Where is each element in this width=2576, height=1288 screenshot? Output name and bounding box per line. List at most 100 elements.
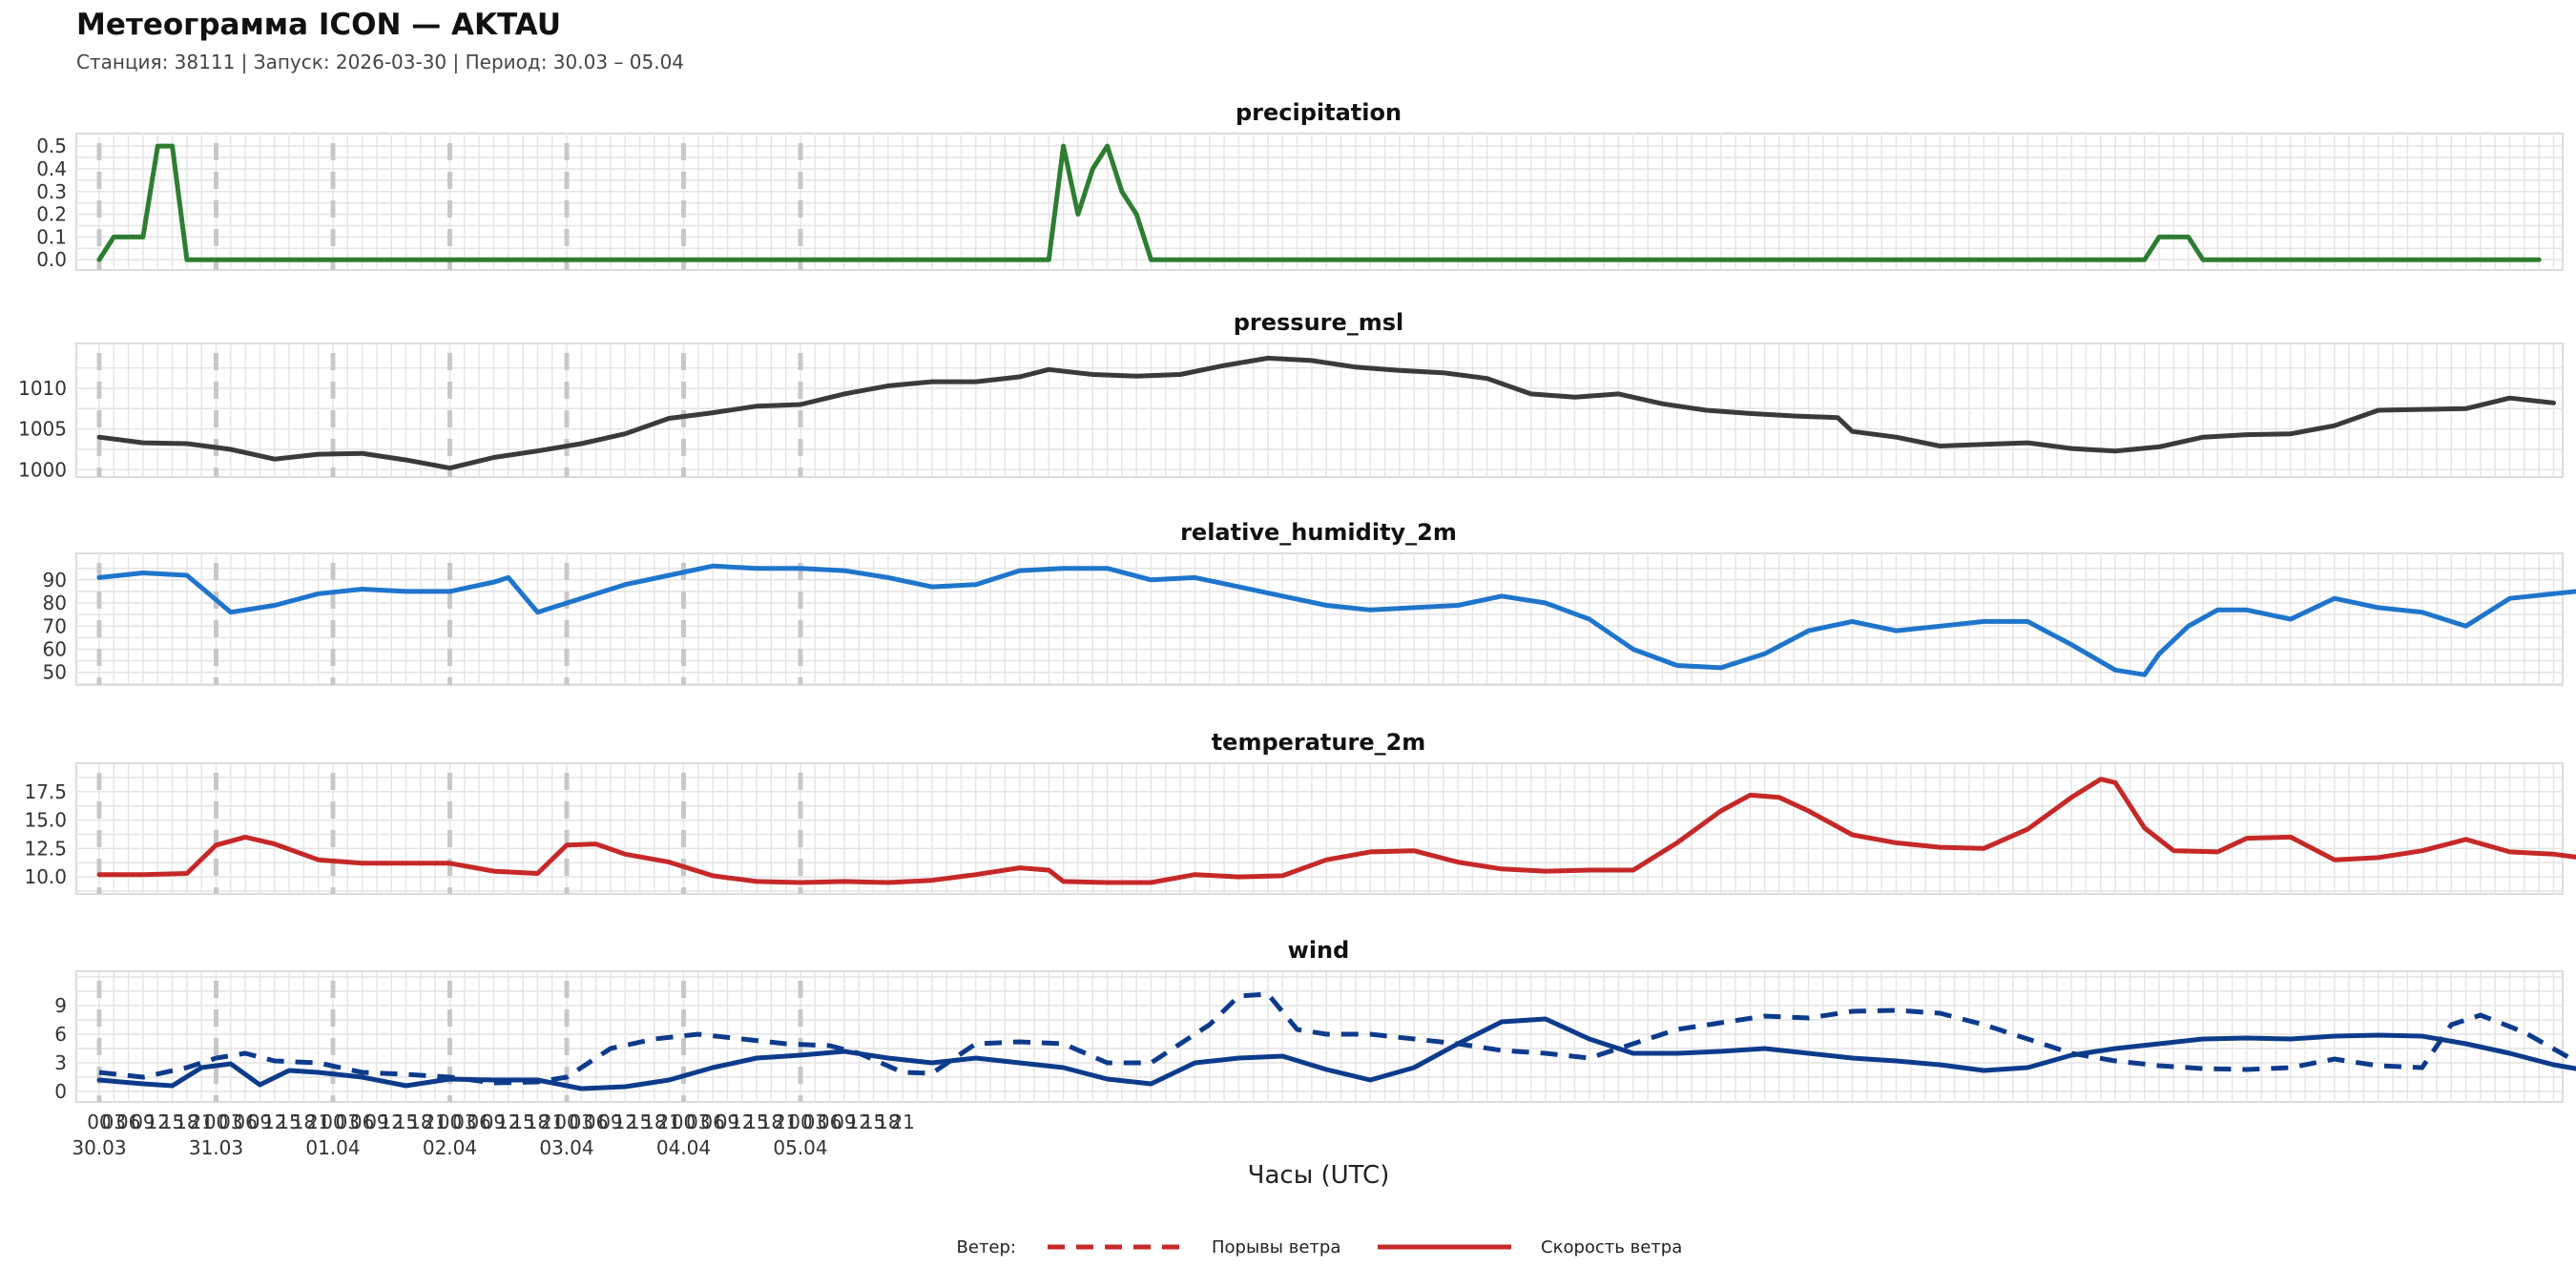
x-tick-label: 00 [788,1111,812,1133]
legend-speed-label: Скорость ветра [1541,1237,1682,1257]
x-tick-label: 00 [204,1111,228,1133]
x-tick-label: 15 [394,1111,418,1133]
x-tick-label: 21 [774,1111,798,1133]
series-wind-line [96,1016,2576,1091]
x-tick-label: 03 [336,1111,360,1133]
x-tick-label: 18 [642,1111,666,1133]
y-tick-label: 1010 [18,377,67,400]
x-tick-label: 06 [584,1111,608,1133]
y-tick-label: 0.4 [36,157,67,180]
x-tick-label: 18 [759,1111,783,1133]
series-wind-gust-line [98,991,2576,1086]
x-tick-label: 18 [175,1111,198,1133]
x-tick-label: 03 [686,1111,710,1133]
x-tick-label: 21 [890,1111,914,1133]
panel-frame [75,133,2564,271]
x-tick-label: 15 [744,1111,768,1133]
horizontal-grid [76,777,2563,892]
y-tick-label: 10.0 [24,865,67,888]
series-pressure_msl-line [96,355,2556,471]
x-tick-label: 00 [321,1111,344,1133]
x-tick-label: 12 [380,1111,404,1133]
panel-title: relative_humidity_2m [1180,519,1457,546]
legend-title: Ветер: [957,1237,1016,1257]
x-tick-label: 09 [248,1111,272,1133]
panel-title: temperature_2m [1212,729,1426,756]
x-tick-label: 12 [730,1111,754,1133]
y-tick-label: 17.5 [24,780,67,803]
x-tick-label: 06 [818,1111,841,1133]
y-tick-label: 1005 [18,418,67,441]
x-day-label: 31.03 [189,1136,243,1159]
page-subtitle: Станция: 38111 | Запуск: 2026-03-30 | Пе… [76,51,684,73]
x-tick-label: 12 [847,1111,871,1133]
x-tick-label: 09 [832,1111,856,1133]
x-tick-label: 03 [570,1111,593,1133]
x-tick-label: 00 [554,1111,578,1133]
x-tick-label: 00 [672,1111,696,1133]
panel-wind: 0 3 6 9 wind [54,937,2576,1103]
y-tick-label: 70 [43,614,67,637]
x-tick-label: 12 [146,1111,170,1133]
panel-frame [75,552,2564,686]
legend: Ветер: Порывы ветра Скорость ветра [957,1237,1683,1257]
y-tick-label: 0.5 [36,135,67,157]
x-tick-label: 09 [482,1111,506,1133]
x-tick-label: 21 [656,1111,680,1133]
x-tick-label: 15 [628,1111,652,1133]
x-tick-label: 18 [876,1111,900,1133]
x-tick-label: 09 [598,1111,622,1133]
y-tick-label: 0.0 [36,248,67,271]
x-tick-label: 12 [262,1111,286,1133]
x-tick-label: 15 [862,1111,885,1133]
x-axis-label: Часы (UTC) [1248,1161,1390,1190]
y-tick-label: 1000 [18,458,67,481]
y-tick-label: 0 [54,1080,67,1103]
page-title: Метеограмма ICON — AKTAU [76,8,561,42]
y-ticks: 0.00.10.20.30.40.5 [36,135,67,271]
x-tick-label: 06 [467,1111,490,1133]
x-tick-label: 21 [306,1111,330,1133]
y-ticks: 10.0 12.5 15.0 17.5 [24,780,67,888]
legend-gust-label: Порывы ветра [1212,1237,1340,1257]
x-tick-label: 00 [87,1111,111,1133]
panel-pressure_msl: 1000 1005 1010 pressure_msl [18,309,2564,481]
x-tick-label: 18 [526,1111,550,1133]
y-tick-label: 90 [43,569,67,592]
x-day-label: 05.04 [773,1136,827,1159]
x-day-label: 03.04 [539,1136,593,1159]
day-markers [96,143,803,270]
x-tick-label: 21 [189,1111,213,1133]
x-tick-label: 00 [438,1111,462,1133]
x-day-label: 01.04 [305,1136,360,1159]
series-precipitation-line [96,143,2542,262]
x-day-label: 04.04 [656,1136,711,1159]
y-tick-label: 80 [43,592,67,614]
x-tick-label: 15 [510,1111,534,1133]
x-tick-label: 03 [102,1111,126,1133]
day-markers [96,563,803,685]
x-tick-label: 21 [540,1111,564,1133]
x-tick-label: 06 [116,1111,140,1133]
x-tick-label: 06 [233,1111,257,1133]
panel-frame [75,343,2564,478]
x-tick-label: 03 [452,1111,476,1133]
x-tick-label: 18 [408,1111,432,1133]
day-markers [96,981,803,1102]
x-day-label: 30.03 [72,1136,126,1159]
panels-layer: 0.00.10.20.30.40.5precipitation100010051… [18,99,2576,1103]
x-tick-label: 09 [131,1111,155,1133]
series-temperature_2m-line [96,777,2576,885]
y-tick-label: 0.2 [36,203,67,226]
y-tick-label: 9 [54,994,67,1017]
y-tick-label: 6 [54,1023,67,1046]
y-tick-label: 3 [54,1051,67,1074]
y-ticks: 1000 1005 1010 [18,377,67,481]
x-tick-label: 15 [160,1111,184,1133]
x-tick-label: 03 [803,1111,827,1133]
x-tick-label: 09 [716,1111,739,1133]
x-tick-label: 06 [350,1111,374,1133]
